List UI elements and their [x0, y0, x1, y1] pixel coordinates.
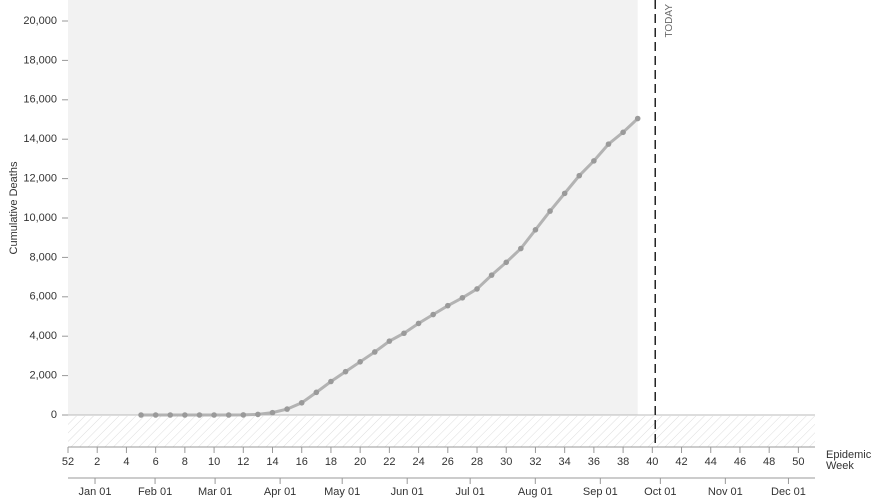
x-tick-label: 14: [266, 456, 278, 468]
data-point: [620, 129, 626, 136]
x-tick-label: 46: [734, 456, 746, 468]
data-point: [576, 172, 583, 179]
x-tick-label: 24: [412, 456, 424, 468]
y-tick-label: 6,000: [29, 291, 57, 303]
month-tick-label: Oct 01: [644, 486, 676, 498]
x-axis-label: Epidemic Week: [826, 449, 872, 472]
month-tick-label: Sep 01: [583, 486, 618, 498]
x-tick-label: 52: [62, 456, 74, 468]
month-tick-label: Jan 01: [79, 486, 112, 498]
x-tick-label: 16: [296, 456, 308, 468]
data-point: [532, 227, 539, 233]
past-region: [68, 0, 638, 415]
y-tick-label: 18,000: [23, 54, 57, 66]
y-tick-label: 20,000: [23, 15, 57, 27]
data-point: [182, 412, 188, 418]
data-point: [401, 330, 407, 337]
x-tick-label: 18: [325, 456, 337, 468]
y-tick-label: 0: [51, 409, 57, 421]
data-point: [445, 302, 451, 309]
y-tick-label: 10,000: [23, 212, 57, 224]
month-tick-label: Apr 01: [264, 486, 296, 498]
data-point: [591, 158, 597, 164]
x-tick-label: 48: [763, 456, 775, 468]
data-point: [430, 311, 436, 318]
data-point: [298, 399, 305, 406]
month-tick-label: Aug 01: [518, 486, 553, 498]
today-label: TODAY: [664, 4, 675, 38]
data-point: [167, 412, 174, 418]
x-tick-label: 10: [208, 456, 220, 468]
data-point: [518, 245, 524, 252]
y-tick-label: 12,000: [23, 173, 57, 185]
hatched-area: [68, 416, 815, 447]
month-tick-label: Mar 01: [198, 486, 232, 498]
month-tick-label: Jul 01: [455, 486, 484, 498]
data-point: [328, 378, 334, 385]
data-point: [240, 412, 247, 418]
data-point: [138, 412, 144, 418]
data-point: [342, 368, 349, 375]
data-point: [386, 338, 393, 344]
data-point: [415, 320, 422, 327]
y-tick-label: 2,000: [29, 370, 57, 382]
month-tick-label: Nov 01: [708, 486, 743, 498]
x-tick-label: 20: [354, 456, 366, 468]
x-tick-label: 12: [237, 456, 249, 468]
x-tick-label: 2: [94, 456, 100, 468]
data-point: [634, 115, 641, 122]
month-tick-label: Jun 01: [391, 486, 424, 498]
data-point: [474, 286, 480, 292]
x-tick-label: 42: [675, 456, 687, 468]
y-axis-label: Cumulative Deaths: [8, 161, 20, 254]
x-tick-label: 30: [500, 456, 512, 468]
x-tick-label: 26: [442, 456, 454, 468]
x-tick-label: 32: [529, 456, 541, 468]
data-point: [211, 412, 217, 418]
data-point: [561, 190, 568, 197]
x-tick-label: 6: [153, 456, 159, 468]
x-tick-label: 36: [588, 456, 600, 468]
x-tick-label: 40: [646, 456, 658, 468]
y-tick-label: 4,000: [29, 330, 57, 342]
month-tick-label: May 01: [324, 486, 360, 498]
x-tick-label: 8: [182, 456, 188, 468]
data-point: [284, 406, 290, 412]
month-tick-label: Dec 01: [771, 486, 806, 498]
x-tick-label: 28: [471, 456, 483, 468]
x-tick-label: 44: [705, 456, 717, 468]
y-tick-label: 14,000: [23, 133, 57, 145]
data-point: [225, 412, 232, 418]
data-point: [269, 409, 276, 416]
data-point: [152, 412, 159, 418]
data-point: [605, 141, 612, 147]
data-point: [488, 272, 495, 278]
y-tick-label: 16,000: [23, 94, 57, 106]
x-tick-label: 22: [383, 456, 395, 468]
data-point: [459, 294, 466, 301]
data-point: [547, 208, 553, 214]
data-point: [503, 259, 510, 266]
x-tick-label: 34: [559, 456, 571, 468]
y-tick-label: 8,000: [29, 251, 57, 263]
x-tick-label: 50: [792, 456, 804, 468]
data-point: [196, 412, 203, 418]
data-point: [313, 389, 320, 396]
x-tick-label: 4: [123, 456, 129, 468]
x-tick-label: 38: [617, 456, 629, 468]
month-tick-label: Feb 01: [138, 486, 172, 498]
data-point: [371, 349, 378, 355]
data-point: [357, 359, 363, 365]
data-point: [255, 411, 261, 418]
